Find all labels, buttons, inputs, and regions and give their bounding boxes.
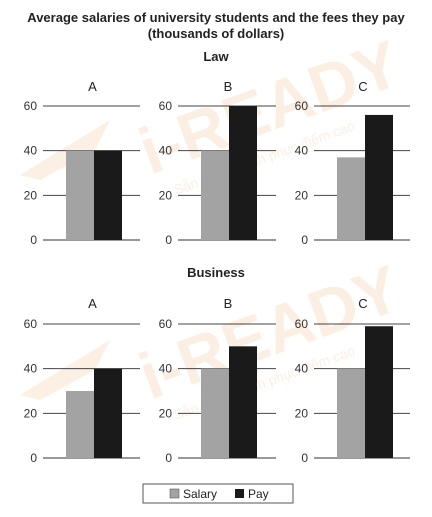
legend-box [142,483,294,504]
tick-label-law-b-20: 20 [159,188,173,202]
bar-pay-business-b [229,346,257,458]
tick-label-law-c-0: 0 [301,233,308,247]
tick-label-business-b-0: 0 [165,451,172,465]
panel-label-business-a: A [88,296,97,311]
tick-label-law-c-60: 60 [295,99,309,113]
group-title-business: Business [187,265,245,280]
tick-label-law-a-40: 40 [24,144,38,158]
bar-pay-business-a [94,368,122,458]
tick-label-business-a-40: 40 [24,362,38,376]
bar-pay-law-b [229,106,257,240]
bar-salary-business-a [66,391,94,458]
legend-label-salary: Salary [183,487,217,501]
tick-label-law-a-20: 20 [24,188,38,202]
panel-label-law-b: B [224,79,233,94]
tick-label-law-a-0: 0 [30,233,37,247]
tick-label-business-a-20: 20 [24,406,38,420]
panel-label-business-b: B [224,296,233,311]
tick-label-law-b-40: 40 [159,144,173,158]
tick-label-business-b-60: 60 [159,317,173,331]
bar-salary-law-b [201,150,229,240]
tick-label-business-b-40: 40 [159,362,173,376]
bar-pay-law-c [365,114,393,240]
panel-label-law-c: C [358,79,367,94]
tick-label-law-b-0: 0 [165,233,172,247]
bar-salary-business-b [201,368,229,458]
tick-label-business-b-20: 20 [159,406,173,420]
bar-salary-law-a [66,150,94,240]
tick-label-business-c-40: 40 [295,362,309,376]
legend-label-pay: Pay [248,487,269,501]
legend-swatch-salary [169,488,180,499]
tick-label-law-b-60: 60 [159,99,173,113]
tick-label-law-a-60: 60 [24,99,38,113]
bar-pay-business-c [365,326,393,458]
tick-label-business-c-0: 0 [301,451,308,465]
group-title-law: Law [203,49,229,64]
bar-pay-law-a [94,150,122,240]
legend-swatch-pay [235,489,244,498]
panel-label-business-c: C [358,296,367,311]
tick-label-business-c-60: 60 [295,317,309,331]
chart-subtitle: (thousands of dollars) [148,26,285,41]
chart-title: Average salaries of university students … [27,10,405,25]
bar-salary-business-c [337,368,365,458]
tick-label-law-c-20: 20 [295,188,309,202]
panel-label-law-a: A [88,79,97,94]
tick-label-business-a-0: 0 [30,451,37,465]
bar-salary-law-c [337,157,365,240]
tick-label-business-a-60: 60 [24,317,38,331]
tick-label-business-c-20: 20 [295,406,309,420]
tick-label-law-c-40: 40 [295,144,309,158]
